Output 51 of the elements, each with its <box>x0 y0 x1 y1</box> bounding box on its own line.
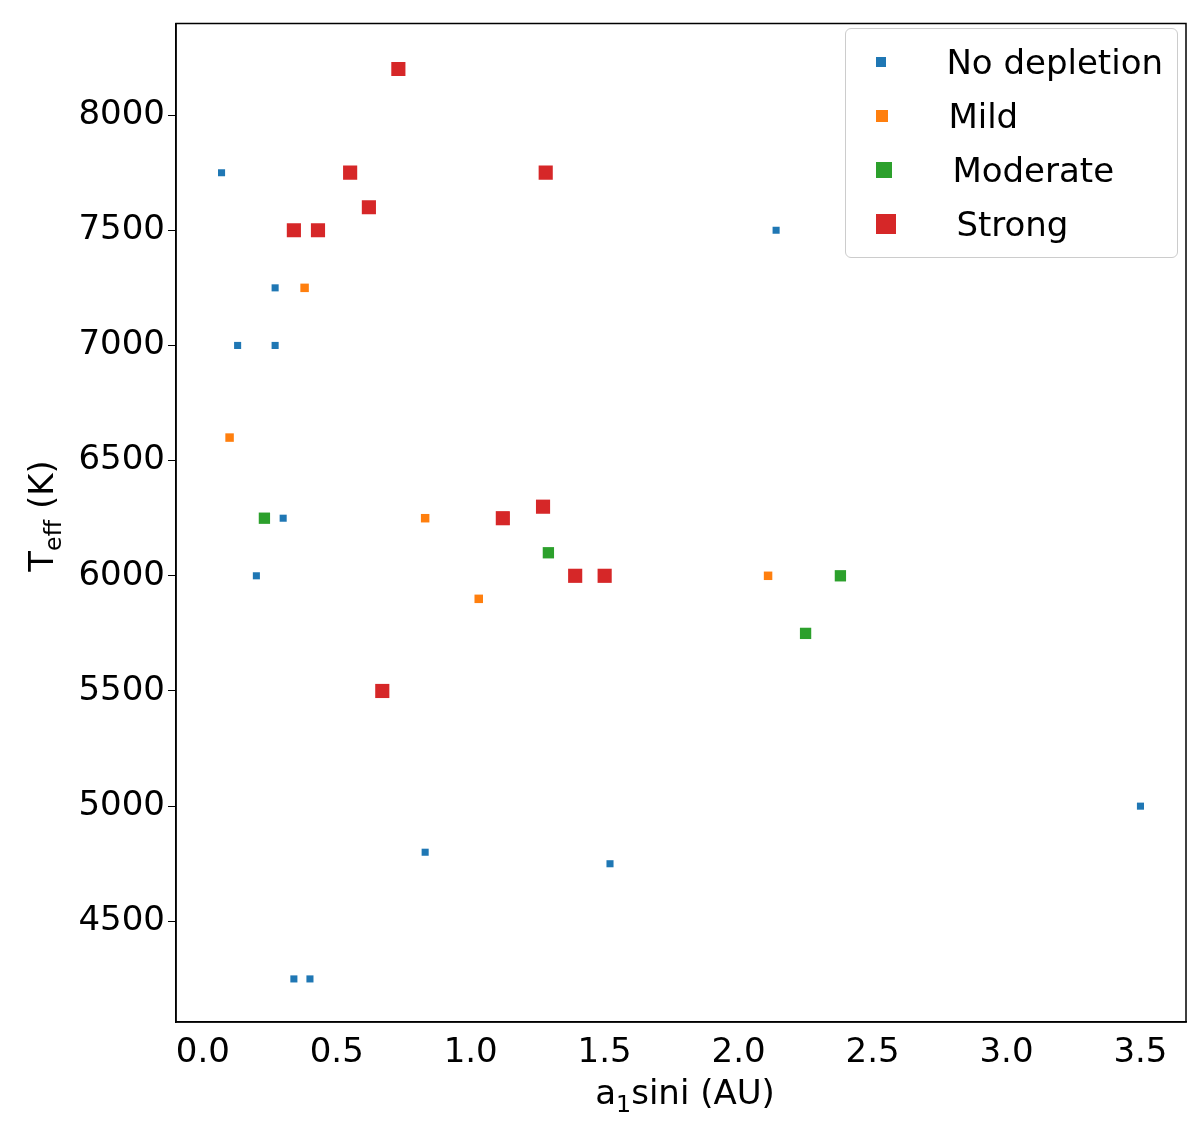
y-tick-label: 7500 <box>78 207 165 248</box>
point <box>474 594 483 604</box>
y-tick-label: 5000 <box>78 782 165 823</box>
point <box>538 165 553 180</box>
point <box>252 572 260 580</box>
point <box>421 848 429 856</box>
point <box>218 169 226 177</box>
point <box>799 627 812 640</box>
point <box>606 860 614 868</box>
y-tick-label: 6500 <box>78 437 165 478</box>
x-tick-label: 2.0 <box>711 1030 766 1071</box>
point <box>568 568 583 583</box>
point <box>375 683 390 699</box>
x-tick-label: 3.5 <box>1113 1030 1168 1071</box>
point <box>271 284 279 292</box>
point <box>391 61 406 77</box>
legend-label: Mild <box>948 96 1019 136</box>
y-tick-label: 8000 <box>78 91 165 132</box>
y-tick-label: 5500 <box>78 667 165 708</box>
point <box>542 547 555 559</box>
point <box>597 568 612 583</box>
point <box>495 511 510 526</box>
point <box>772 226 780 234</box>
point <box>225 433 234 442</box>
point <box>343 165 358 180</box>
point <box>300 283 309 293</box>
point <box>286 223 301 238</box>
point <box>234 341 242 349</box>
x-tick-label: 0.0 <box>175 1030 230 1071</box>
legend-label: Strong <box>956 204 1069 244</box>
x-tick-label: 2.5 <box>845 1030 900 1071</box>
point <box>290 975 298 983</box>
x-tick-label: 3.0 <box>979 1030 1034 1071</box>
x-axis-title: a$_{1}$sini (AU) <box>594 1072 776 1118</box>
x-tick-label: 1.5 <box>577 1030 632 1071</box>
y-tick-label: 7000 <box>78 322 165 363</box>
x-tick-label: 0.5 <box>309 1030 364 1071</box>
x-tick-label: 1.0 <box>443 1030 498 1071</box>
point <box>1136 802 1144 810</box>
point <box>271 341 279 349</box>
point <box>834 570 847 582</box>
point <box>306 975 314 983</box>
point <box>310 223 326 238</box>
point <box>535 499 551 514</box>
point <box>258 512 271 524</box>
legend-label: No depletion <box>946 42 1163 82</box>
point <box>279 514 287 522</box>
y-tick-label: 6000 <box>78 552 165 593</box>
legend-label: Moderate <box>952 150 1115 190</box>
point <box>361 200 376 215</box>
y-tick-label: 4500 <box>78 898 165 939</box>
